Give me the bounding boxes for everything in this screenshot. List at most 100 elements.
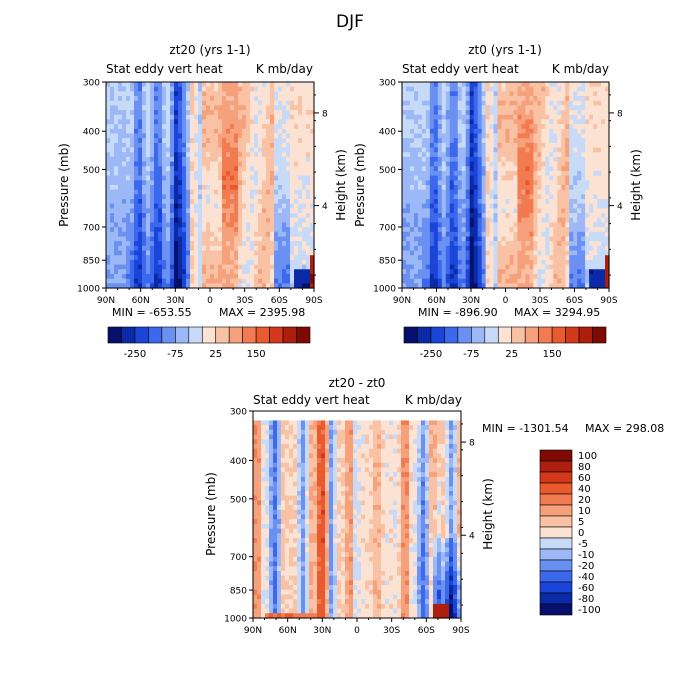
heatmap-cell (298, 208, 303, 214)
heatmap-cell (557, 250, 562, 256)
heatmap-cell (162, 189, 167, 195)
heatmap-cell (294, 142, 299, 149)
heatmap-cell (521, 208, 526, 214)
heatmap-cell (242, 124, 247, 130)
heatmap-cell (202, 96, 207, 102)
heatmap-cell (421, 411, 426, 417)
heatmap-cell (569, 245, 574, 252)
heatmap-cell (210, 278, 215, 284)
heatmap-cell (501, 82, 507, 88)
heatmap-cell (198, 100, 203, 107)
heatmap-cell (146, 278, 151, 284)
x-tick-label: 30N (462, 296, 480, 306)
heatmap-cell (190, 152, 195, 158)
heatmap-cell (274, 119, 279, 125)
heatmap-cell (469, 105, 475, 111)
heatmap-cell (329, 425, 334, 431)
heatmap-cell (449, 142, 455, 149)
heatmap-cell (429, 138, 435, 144)
heatmap-cell (242, 199, 247, 205)
heatmap-cell (589, 273, 594, 280)
heatmap-cell (577, 133, 582, 139)
heatmap-cell (202, 222, 207, 228)
heatmap-cell (585, 203, 590, 210)
heatmap-cell (262, 124, 267, 130)
heatmap-cell (601, 241, 606, 247)
heatmap-cell (585, 213, 590, 219)
heatmap-cell (254, 82, 259, 88)
heatmap-cell (246, 96, 251, 102)
heatmap-cell (497, 250, 503, 256)
heatmap-cell (218, 278, 223, 284)
y-tick-label: 700 (379, 223, 396, 233)
heatmap-cell (477, 283, 483, 289)
heatmap-cell (302, 114, 307, 121)
heatmap-cell (445, 138, 451, 144)
heatmap-cell (573, 189, 578, 195)
heatmap-cell (126, 147, 131, 153)
x-tick-label: 90S (305, 296, 322, 306)
heatmap-cell (509, 119, 515, 125)
heatmap-cell (469, 86, 475, 92)
heatmap-cell (557, 203, 562, 210)
heatmap-cell (545, 156, 550, 163)
heatmap-cell (405, 199, 411, 205)
heatmap-cell (242, 227, 247, 233)
heatmap-cell (142, 222, 147, 228)
heatmap-cell (417, 152, 423, 158)
heatmap-cell (230, 100, 235, 107)
heatmap-cell (469, 128, 475, 135)
heatmap-cell (561, 208, 566, 214)
heatmap-cell (481, 264, 487, 270)
heatmap-cell (441, 213, 447, 219)
heatmap-cell (150, 124, 155, 130)
heatmap-cell (433, 420, 438, 426)
heatmap-cell (150, 156, 155, 163)
heatmap-cell (581, 138, 586, 144)
heatmap-cell (573, 152, 578, 158)
heatmap-cell (533, 152, 538, 158)
heatmap-cell (402, 82, 407, 88)
heatmap-cell (597, 245, 602, 252)
heatmap-cell (553, 166, 558, 172)
heatmap-cell (306, 241, 311, 247)
heatmap-cell (405, 91, 411, 97)
colorbar-swatch (592, 326, 607, 344)
heatmap-cell (198, 283, 203, 289)
heatmap-cell (162, 222, 167, 228)
heatmap-cell (266, 245, 271, 252)
heatmap-cell (190, 217, 195, 224)
heatmap-cell (118, 241, 123, 247)
heatmap-cell (413, 82, 419, 88)
heatmap-cell (198, 227, 203, 233)
heatmap-cell (513, 241, 519, 247)
heatmap-cell (202, 124, 207, 130)
heatmap-cell (150, 189, 155, 195)
heatmap-cell (493, 86, 499, 92)
heatmap-cell (553, 217, 558, 224)
heatmap-cell (162, 259, 167, 266)
heatmap-cell (262, 222, 267, 228)
heatmap-cell (162, 255, 167, 261)
heatmap-cell (433, 124, 439, 130)
heatmap-cell (126, 110, 131, 116)
heatmap-cell (186, 222, 191, 228)
heatmap-cell (589, 119, 594, 125)
heatmap-cell (170, 142, 175, 149)
heatmap-cell (266, 128, 271, 135)
heatmap-cell (525, 264, 530, 270)
heatmap-cell (250, 273, 255, 280)
heatmap-cell (306, 203, 311, 210)
heatmap-cell (122, 189, 127, 195)
heatmap-cell (210, 133, 215, 139)
heatmap-cell (158, 152, 163, 158)
heatmap-cell (497, 241, 503, 247)
heatmap-cell (158, 156, 163, 163)
heatmap-cell (413, 170, 419, 177)
min-label: MIN = -896.90 (418, 306, 498, 319)
heatmap-cell (162, 185, 167, 191)
heatmap-cell (605, 189, 610, 195)
heatmap-cell (294, 114, 299, 121)
heatmap-cell (154, 100, 159, 107)
heatmap-cell (230, 264, 235, 270)
